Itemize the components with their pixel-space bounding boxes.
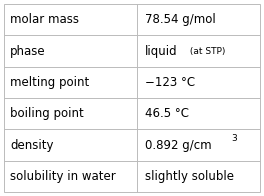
Text: density: density	[10, 139, 54, 152]
Text: phase: phase	[10, 44, 46, 57]
Text: (at STP): (at STP)	[187, 46, 225, 55]
Text: slightly soluble: slightly soluble	[145, 170, 234, 183]
Text: 46.5 °C: 46.5 °C	[145, 107, 189, 120]
Text: 0.892 g/cm: 0.892 g/cm	[145, 139, 212, 152]
Text: molar mass: molar mass	[10, 13, 79, 26]
Text: −123 °C: −123 °C	[145, 76, 195, 89]
Text: melting point: melting point	[10, 76, 89, 89]
Text: 3: 3	[231, 134, 237, 143]
Text: boiling point: boiling point	[10, 107, 84, 120]
Text: 78.54 g/mol: 78.54 g/mol	[145, 13, 216, 26]
Text: solubility in water: solubility in water	[10, 170, 116, 183]
Text: liquid: liquid	[145, 44, 178, 57]
